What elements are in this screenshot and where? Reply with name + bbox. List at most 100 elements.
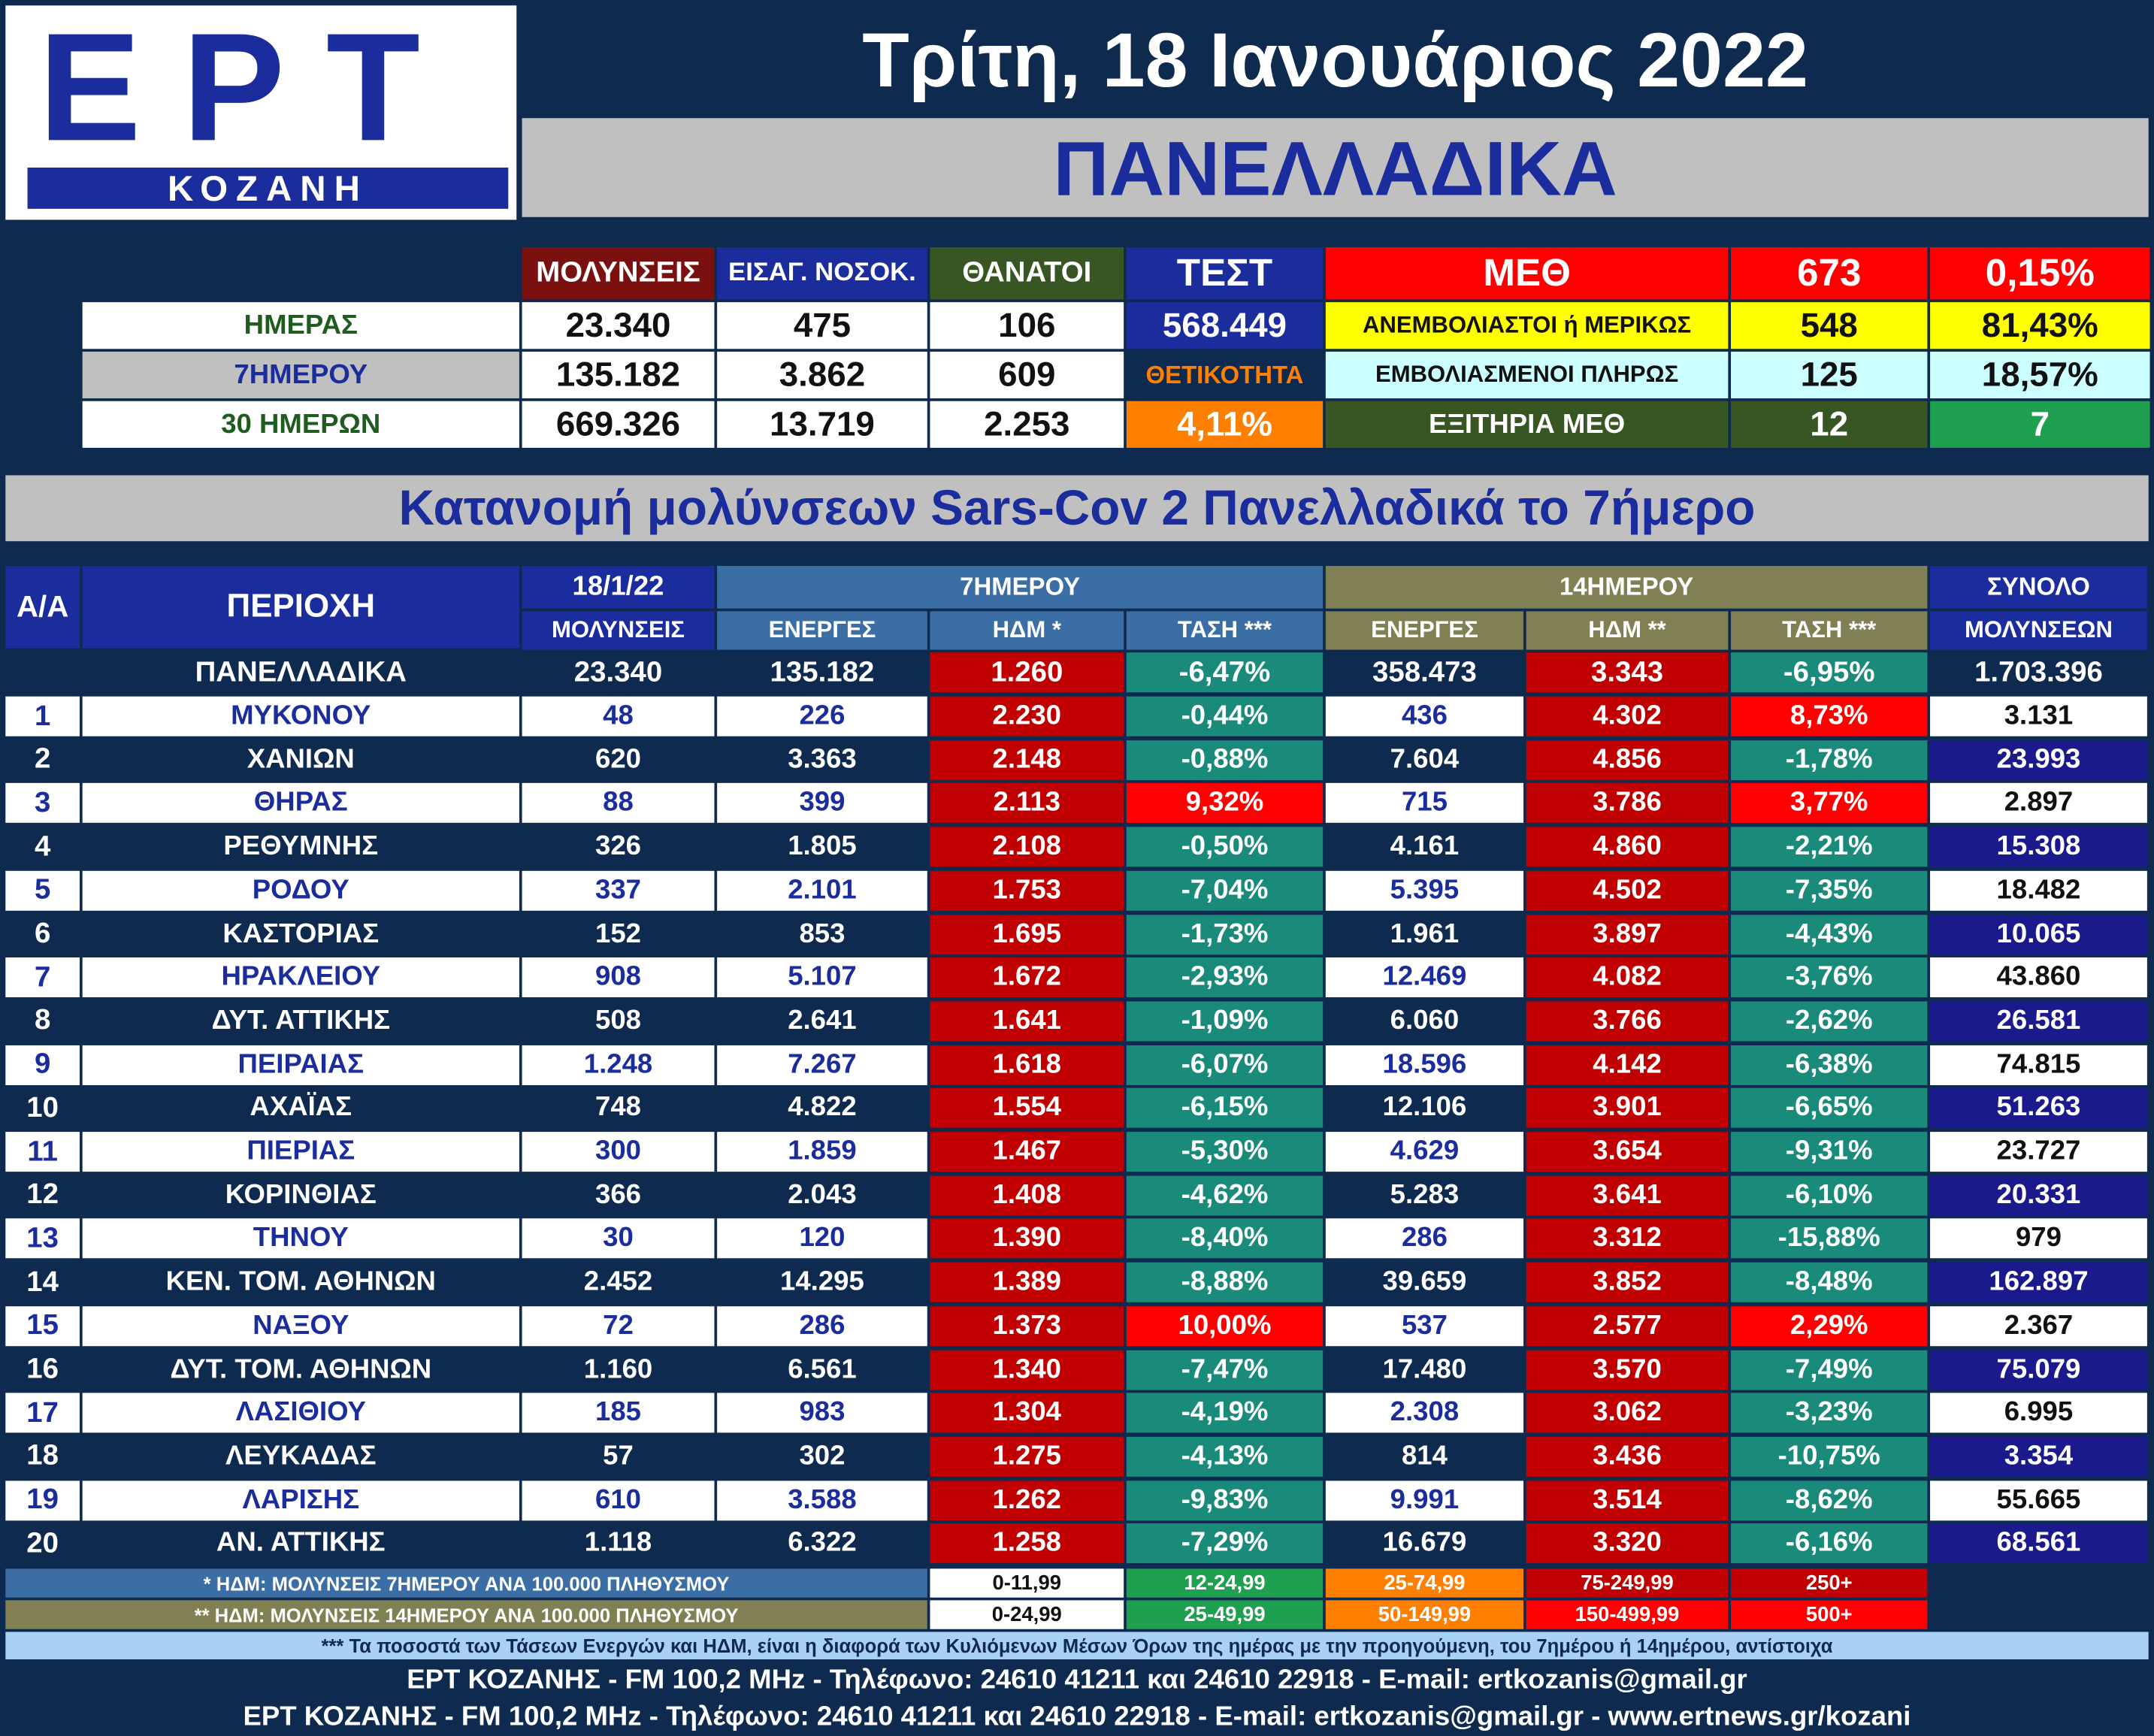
row-value: -0,50% [1126, 827, 1324, 867]
total-row-value: 358.473 [1325, 652, 1524, 693]
row-area: ΤΗΝΟΥ [82, 1218, 519, 1259]
row-value: 1.618 [930, 1045, 1124, 1085]
icu-header: ΜΕΘ [1325, 247, 1729, 300]
summary-table: ΜΟΛΥΝΣΕΙΣ ΕΙΣΑΓ. ΝΟΣΟΚ. ΘΑΝΑΤΟΙ ΤΕΣΤ ΜΕΘ 673 0… [0, 0, 2154, 467]
total-row-value: -6,47% [1126, 652, 1324, 693]
row-area: ΛΑΣΙΘΙΟΥ [82, 1393, 519, 1433]
row-area: ΠΙΕΡΙΑΣ [82, 1132, 519, 1172]
row-value: 3.852 [1526, 1262, 1729, 1302]
summary-value: 23.340 [522, 302, 715, 349]
row-value: 1.641 [930, 1001, 1124, 1042]
region-title: ΠΑΝΕΛΛΑΔΙΚΑ [522, 118, 2149, 217]
row-value: 326 [522, 827, 715, 867]
row-value: -15,88% [1731, 1218, 1928, 1259]
subheader-4: ΕΝΕΡΓΕΣ [1325, 611, 1524, 650]
row-value: -5,30% [1126, 1132, 1324, 1172]
row-value: 1.258 [930, 1523, 1124, 1564]
row-value: 9.991 [1325, 1480, 1524, 1520]
footer-line-1: ΕΡΤ ΚΟΖΑΝΗΣ - FM 100,2 MHz - Τηλέφωνο: 2… [407, 1664, 1747, 1695]
row-value: 3.588 [717, 1480, 927, 1520]
row-value: 75.079 [1930, 1349, 2147, 1390]
row-value: -2,21% [1731, 827, 1928, 867]
test-value: 568.449 [1126, 302, 1324, 349]
row-value: 5.107 [717, 957, 927, 998]
footer-line-2: ΕΡΤ ΚΟΖΑΝΗΣ - FM 100,2 MHz - Τηλέφωνο: 2… [243, 1701, 1911, 1731]
icu-row-label: ΕΜΒΟΛΙΑΣΜΕΝΟΙ ΠΛΗΡΩΣ [1325, 351, 1729, 399]
row-value: 15.308 [1930, 827, 2147, 867]
subheader-2: ΗΔΜ * [930, 611, 1124, 650]
row-value: 1.467 [930, 1132, 1124, 1172]
summary-row-label: 30 ΗΜΕΡΩΝ [82, 401, 519, 448]
row-value: -6,16% [1731, 1523, 1928, 1564]
legend-14day-range: 150-499,99 [1526, 1600, 1729, 1629]
row-value: -1,78% [1731, 739, 1928, 780]
row-value: 620 [522, 739, 715, 780]
icu-row-pct: 18,57% [1930, 351, 2150, 399]
row-value: 1.859 [717, 1132, 927, 1172]
icu-row-value: 12 [1731, 401, 1928, 448]
row-value: 2.897 [1930, 783, 2147, 824]
summary-value: 475 [717, 302, 927, 349]
row-value: -7,29% [1126, 1523, 1324, 1564]
row-value: -3,76% [1731, 957, 1928, 998]
subheader-7: ΜΟΛΥΝΣΕΩΝ [1930, 611, 2147, 650]
legend-14day-range: 25-49,99 [1126, 1600, 1324, 1629]
summary-header-molynseis: ΜΟΛΥΝΣΕΙΣ [522, 247, 715, 300]
row-value: 1.389 [930, 1262, 1124, 1302]
row-value: 610 [522, 1480, 715, 1520]
row-value: 7.604 [1325, 739, 1524, 780]
subheader-1: ΕΝΕΡΓΕΣ [717, 611, 927, 650]
row-area: ΠΕΙΡΑΙΑΣ [82, 1045, 519, 1085]
row-value: 748 [522, 1088, 715, 1129]
row-value: -6,65% [1731, 1088, 1928, 1129]
row-value: 17.480 [1325, 1349, 1524, 1390]
row-area: ΡΕΘΥΜΝΗΣ [82, 827, 519, 867]
row-number: 8 [5, 1001, 80, 1042]
summary-header-thanatoi: ΘΑΝΑΤΟΙ [930, 247, 1124, 300]
row-area: ΛΑΡΙΣΗΣ [82, 1480, 519, 1520]
row-value: 1.160 [522, 1349, 715, 1390]
row-number: 6 [5, 914, 80, 954]
row-value: 2.101 [717, 870, 927, 911]
summary-row-label: 7ΗΜΕΡΟΥ [82, 351, 519, 399]
row-value: 2,29% [1731, 1305, 1928, 1346]
row-value: 1.390 [930, 1218, 1124, 1259]
row-number: 11 [5, 1132, 80, 1172]
row-value: -2,93% [1126, 957, 1324, 998]
row-value: 3,77% [1731, 783, 1928, 824]
total-row-area: ΠΑΝΕΛΛΑΔΙΚΑ [82, 652, 519, 693]
row-number: 5 [5, 870, 80, 911]
row-value: 2.308 [1325, 1393, 1524, 1433]
row-number: 2 [5, 739, 80, 780]
summary-value: 2.253 [930, 401, 1124, 448]
summary-header-test: ΤΕΣΤ [1126, 247, 1324, 300]
row-area: ΚΕΝ. ΤΟΜ. ΑΘΗΝΩΝ [82, 1262, 519, 1302]
row-value: 1.554 [930, 1088, 1124, 1129]
row-area: ΛΕΥΚΑΔΑΣ [82, 1436, 519, 1477]
row-value: 4.860 [1526, 827, 1729, 867]
row-value: 3.062 [1526, 1393, 1729, 1433]
icu-total: 673 [1731, 247, 1928, 300]
row-value: 2.641 [717, 1001, 927, 1042]
header-area: ΠΕΡΙΟΧΗ [82, 566, 519, 649]
row-value: 814 [1325, 1436, 1524, 1477]
row-value: 120 [717, 1218, 927, 1259]
legend-14day-range: 500+ [1731, 1600, 1928, 1629]
row-number: 12 [5, 1175, 80, 1216]
row-value: 3.320 [1526, 1523, 1729, 1564]
row-value: 2.148 [930, 739, 1124, 780]
row-value: 908 [522, 957, 715, 998]
header-total: ΣΥΝΟΛΟ [1930, 566, 2147, 609]
icu-row-value: 125 [1731, 351, 1928, 399]
row-value: 6.561 [717, 1349, 927, 1390]
row-value: -7,47% [1126, 1349, 1324, 1390]
row-value: 715 [1325, 783, 1524, 824]
total-row-value: 3.343 [1526, 652, 1729, 693]
summary-value: 13.719 [717, 401, 927, 448]
row-value: 5.283 [1325, 1175, 1524, 1216]
row-value: 74.815 [1930, 1045, 2147, 1085]
row-number: 7 [5, 957, 80, 998]
row-value: -7,35% [1731, 870, 1928, 911]
row-area: ΑΝ. ΑΤΤΙΚΗΣ [82, 1523, 519, 1564]
